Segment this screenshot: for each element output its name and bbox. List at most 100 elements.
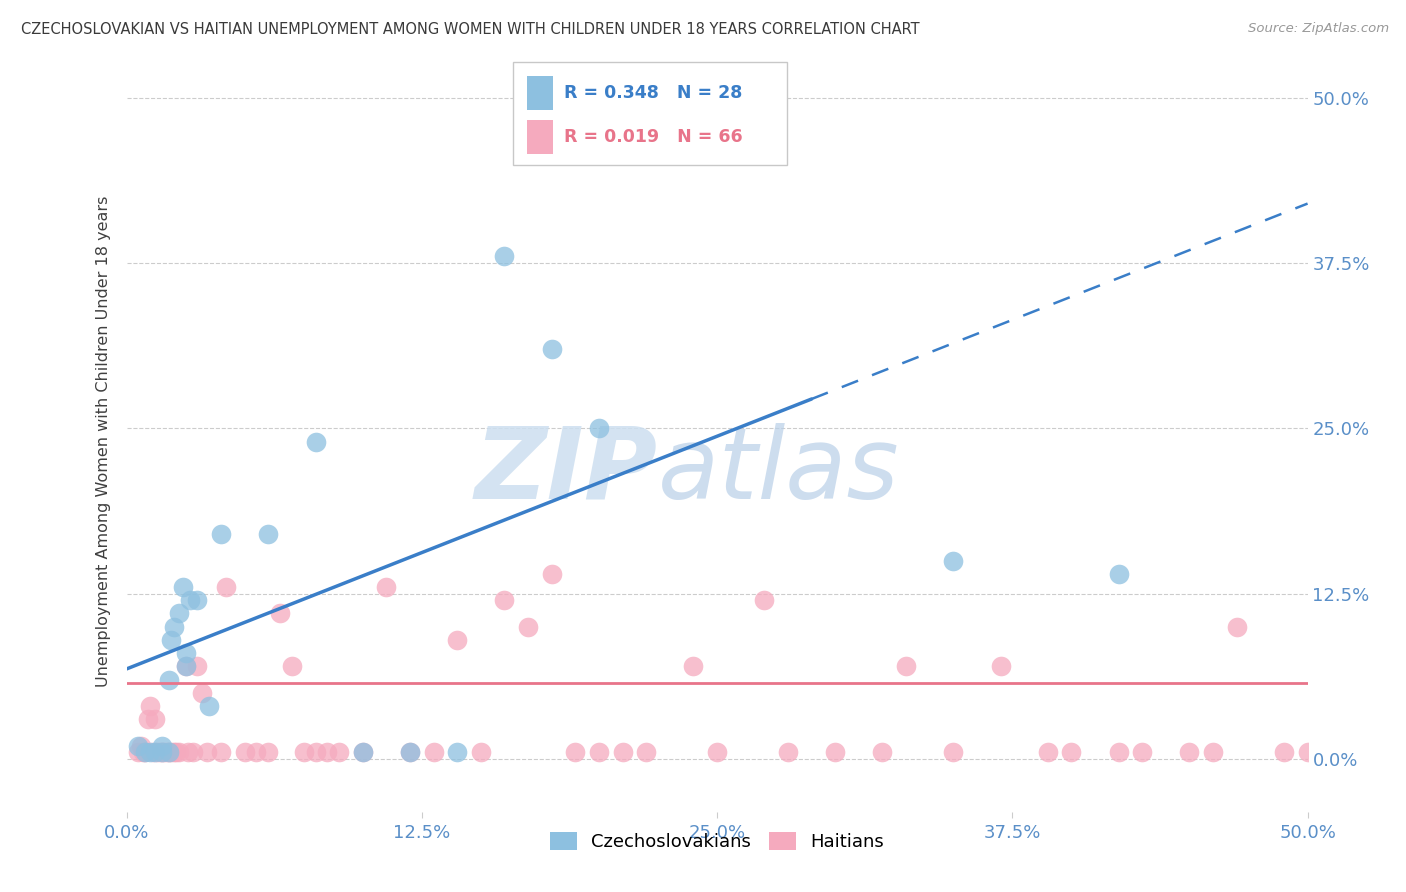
- Point: [1296, 745, 1319, 759]
- Point: [167, 745, 190, 759]
- Point: [129, 739, 152, 753]
- Point: [990, 659, 1012, 673]
- Point: [134, 745, 156, 759]
- Point: [540, 566, 562, 581]
- Point: [292, 745, 315, 759]
- Point: [470, 745, 492, 759]
- Point: [143, 712, 166, 726]
- Point: [281, 659, 304, 673]
- Point: [139, 745, 162, 759]
- Point: [163, 745, 186, 759]
- Point: [143, 745, 166, 759]
- Point: [150, 739, 173, 753]
- Point: [209, 527, 232, 541]
- Point: [156, 745, 179, 759]
- Text: R = 0.019   N = 66: R = 0.019 N = 66: [564, 128, 742, 146]
- Point: [706, 745, 728, 759]
- Point: [1036, 745, 1059, 759]
- Point: [1178, 745, 1201, 759]
- Point: [304, 434, 326, 449]
- Point: [540, 342, 562, 356]
- Point: [153, 745, 176, 759]
- Point: [494, 250, 516, 264]
- Point: [136, 712, 159, 726]
- Point: [494, 593, 516, 607]
- Point: [257, 745, 280, 759]
- Point: [233, 745, 256, 759]
- Point: [942, 745, 965, 759]
- Point: [160, 632, 183, 647]
- Point: [177, 745, 200, 759]
- Text: R = 0.348   N = 28: R = 0.348 N = 28: [564, 84, 742, 102]
- Point: [165, 745, 187, 759]
- Point: [195, 745, 218, 759]
- Point: [588, 745, 610, 759]
- Point: [191, 686, 214, 700]
- Point: [127, 745, 149, 759]
- Point: [150, 745, 173, 759]
- Point: [636, 745, 658, 759]
- Point: [1060, 745, 1083, 759]
- Point: [1226, 619, 1249, 633]
- Point: [181, 745, 204, 759]
- Point: [134, 745, 156, 759]
- Point: [186, 593, 208, 607]
- Point: [174, 646, 197, 660]
- Point: [517, 619, 540, 633]
- Point: [167, 607, 190, 621]
- Point: [328, 745, 350, 759]
- Point: [198, 698, 221, 713]
- Point: [127, 739, 149, 753]
- Point: [141, 745, 163, 759]
- Point: [894, 659, 917, 673]
- Point: [157, 745, 180, 759]
- Point: [399, 745, 422, 759]
- Point: [160, 745, 183, 759]
- Point: [1108, 566, 1130, 581]
- Point: [352, 745, 374, 759]
- Point: [872, 745, 894, 759]
- Text: Source: ZipAtlas.com: Source: ZipAtlas.com: [1249, 22, 1389, 36]
- Point: [824, 745, 846, 759]
- Point: [1272, 745, 1295, 759]
- Point: [776, 745, 799, 759]
- Point: [150, 745, 173, 759]
- Point: [1108, 745, 1130, 759]
- Point: [146, 745, 169, 759]
- Point: [564, 745, 586, 759]
- Legend: Czechoslovakians, Haitians: Czechoslovakians, Haitians: [543, 824, 891, 858]
- Text: ZIP: ZIP: [475, 423, 658, 520]
- Point: [375, 580, 398, 594]
- Point: [179, 593, 201, 607]
- Point: [245, 745, 267, 759]
- Point: [588, 421, 610, 435]
- Point: [304, 745, 326, 759]
- Point: [754, 593, 776, 607]
- Point: [174, 659, 197, 673]
- Point: [257, 527, 280, 541]
- Point: [269, 607, 291, 621]
- Point: [352, 745, 374, 759]
- Point: [942, 553, 965, 567]
- Point: [172, 580, 194, 594]
- Point: [215, 580, 238, 594]
- Point: [132, 745, 155, 759]
- Point: [139, 698, 162, 713]
- Point: [446, 632, 468, 647]
- Point: [1130, 745, 1153, 759]
- Point: [186, 659, 208, 673]
- Y-axis label: Unemployment Among Women with Children Under 18 years: Unemployment Among Women with Children U…: [96, 196, 111, 687]
- Point: [209, 745, 232, 759]
- Point: [422, 745, 444, 759]
- Point: [163, 619, 186, 633]
- Point: [682, 659, 704, 673]
- Point: [157, 745, 180, 759]
- Point: [1202, 745, 1225, 759]
- Point: [399, 745, 422, 759]
- Point: [149, 745, 172, 759]
- Text: CZECHOSLOVAKIAN VS HAITIAN UNEMPLOYMENT AMONG WOMEN WITH CHILDREN UNDER 18 YEARS: CZECHOSLOVAKIAN VS HAITIAN UNEMPLOYMENT …: [21, 22, 920, 37]
- Point: [316, 745, 339, 759]
- Point: [157, 673, 180, 687]
- Point: [446, 745, 468, 759]
- Point: [612, 745, 634, 759]
